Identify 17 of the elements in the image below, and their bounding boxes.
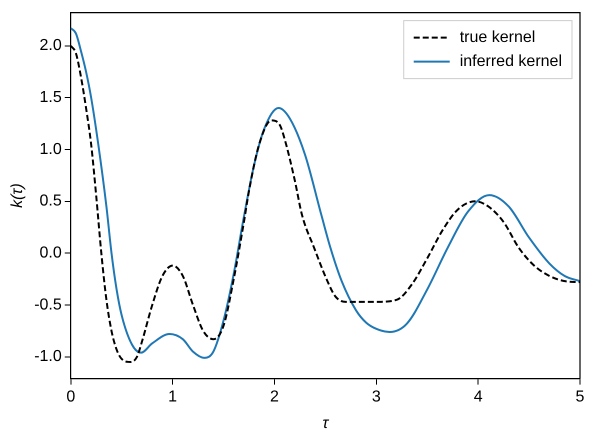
y-tick-label: 0.5 bbox=[40, 192, 62, 210]
x-tick-label: 3 bbox=[372, 388, 381, 406]
y-tick-label: -0.5 bbox=[34, 296, 62, 314]
legend-label: true kernel bbox=[460, 29, 536, 46]
y-tick-label: 1.0 bbox=[40, 140, 62, 158]
x-tick-label: 2 bbox=[270, 388, 280, 406]
y-tick-label: 1.5 bbox=[40, 89, 62, 106]
y-tick-label: 2.0 bbox=[40, 37, 62, 54]
legend-label: inferred kernel bbox=[460, 53, 562, 70]
x-tick-label: 5 bbox=[576, 388, 585, 406]
x-tick-label: 4 bbox=[474, 388, 483, 406]
x-tick-label: 0 bbox=[66, 388, 76, 406]
y-axis-title: k(τ) bbox=[9, 183, 26, 208]
y-tick-label: 0.0 bbox=[40, 244, 62, 262]
y-tick-label: -1.0 bbox=[34, 348, 62, 366]
x-axis-title: τ bbox=[322, 414, 330, 432]
x-tick-label: 1 bbox=[168, 388, 178, 406]
